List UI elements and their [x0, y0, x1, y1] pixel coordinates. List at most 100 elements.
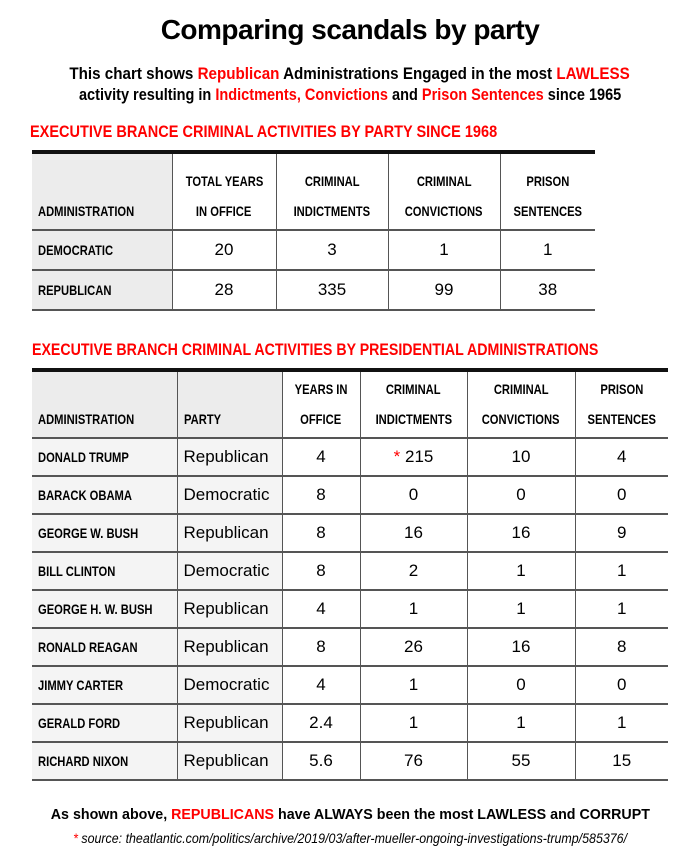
subtitle-line-1-content: This chart shows Republican Administrati… — [70, 64, 630, 84]
table-cell: 1 — [359, 703, 467, 742]
column-header-text: CRIMINAL — [493, 381, 549, 397]
table-cell: 26 — [359, 627, 467, 666]
column-header-line — [38, 166, 172, 196]
table-row: REPUBLICAN 28 335 99 38 — [32, 269, 595, 310]
column-header-line: CRIMINAL — [389, 166, 500, 196]
column-header-line: ADMINISTRATION — [38, 404, 177, 434]
party-cell: Democratic — [176, 475, 282, 514]
table-cell: 1 — [574, 551, 668, 590]
table-cell: 1 — [359, 589, 467, 628]
row-label-text: BILL CLINTON — [38, 563, 116, 579]
party-cell: Republican — [176, 513, 282, 552]
table-cell: 8 — [281, 627, 360, 666]
column-header: PARTY — [176, 370, 282, 438]
table-cell: 0 — [466, 475, 575, 514]
table-row: JIMMY CARTER Democratic 4 1 0 0 — [32, 665, 668, 704]
table-cell: 4 — [574, 437, 668, 476]
column-header-text — [38, 166, 41, 196]
table-cell: 0 — [466, 665, 575, 704]
table-cell: 1 — [359, 665, 467, 704]
table-cell: 5.6 — [281, 741, 360, 780]
column-header-text: YEARS IN — [294, 381, 348, 397]
row-label-text: REPUBLICAN — [38, 282, 112, 298]
table-row: RONALD REAGAN Republican 8 26 16 8 — [32, 627, 668, 666]
column-header-text: PRISON — [600, 381, 644, 397]
row-label: GEORGE H. W. BUSH — [32, 589, 177, 628]
header-row: ADMINISTRATION TOTAL YEARS IN OFFICE CRIMIN… — [32, 152, 595, 230]
conclusion-text: have ALWAYS been the most LAWLESS and CO… — [273, 806, 650, 823]
row-label-text: GEORGE W. BUSH — [38, 525, 139, 541]
subtitle-highlight: LAWLESS — [556, 65, 631, 83]
column-header-line — [184, 374, 282, 404]
table-row: RICHARD NIXON Republican 5.6 76 55 15 — [32, 741, 668, 780]
column-header-text: ADMINISTRATION — [38, 411, 135, 427]
table-cell: 1 — [466, 551, 575, 590]
column-header: CRIMINAL INDICTMENTS — [275, 152, 388, 230]
source-note: * source: theatlantic.com/politics/archi… — [0, 831, 700, 846]
column-header-line: CRIMINAL — [361, 374, 467, 404]
table-cell: 8 — [281, 513, 360, 552]
row-label-text: DEMOCRATIC — [38, 242, 114, 258]
column-header-line: INDICTMENTS — [361, 404, 467, 434]
table-cell: 1 — [499, 229, 595, 270]
column-header-text: TOTAL YEARS — [185, 173, 263, 189]
row-label-text: DONALD TRUMP — [38, 449, 129, 465]
row-label: BARACK OBAMA — [32, 475, 177, 514]
table-cell: 2.4 — [281, 703, 360, 742]
conclusion-text: As shown above, — [50, 806, 171, 823]
party-table-title-wrap: EXECUTIVE BRANCE CRIMINAL ACTIVITIES BY … — [30, 122, 561, 142]
subtitle-line-2: activity resulting in Indictments, Convi… — [0, 85, 700, 105]
column-header-text: INDICTMENTS — [375, 411, 452, 427]
subtitle-line-1: This chart shows Republican Administrati… — [0, 64, 700, 84]
column-header-text: OFFICE — [300, 411, 342, 427]
column-header: ADMINISTRATION — [32, 152, 172, 230]
table-row: BILL CLINTON Democratic 8 2 1 1 — [32, 551, 668, 590]
column-header: PRISON SENTENCES — [499, 152, 596, 230]
table-cell: 16 — [466, 627, 575, 666]
conclusion: As shown above, REPUBLICANS have ALWAYS … — [0, 806, 700, 823]
table-cell: 8 — [281, 475, 360, 514]
table-row: DEMOCRATIC 20 3 1 1 — [32, 229, 595, 270]
table-cell: 335 — [275, 269, 388, 310]
column-header: CRIMINAL CONVICTIONS — [466, 370, 575, 438]
subtitle-line-2-content: activity resulting in Indictments, Convi… — [79, 85, 621, 105]
header-row: ADMINISTRATION PARTY YEARS IN OFFICE CRIMIN… — [32, 370, 668, 438]
table-cell: 76 — [359, 741, 467, 780]
table-cell: 4 — [281, 437, 360, 476]
column-header-line: TOTAL YEARS — [173, 166, 276, 196]
column-header: TOTAL YEARS IN OFFICE — [171, 152, 276, 230]
row-label: DONALD TRUMP — [32, 437, 177, 476]
subtitle-text: This chart shows — [69, 65, 199, 83]
table-cell: 9 — [574, 513, 668, 552]
administration-table-title-wrap: EXECUTIVE BRANCH CRIMINAL ACTIVITIES BY … — [32, 340, 691, 360]
row-label: RONALD REAGAN — [32, 627, 177, 666]
column-header-text: CRIMINAL — [304, 173, 360, 189]
column-header-text: INDICTMENTS — [293, 203, 371, 219]
table-cell: 55 — [466, 741, 575, 780]
table-cell: 1 — [574, 589, 668, 628]
column-header: ADMINISTRATION — [32, 370, 177, 438]
row-label: RICHARD NIXON — [32, 741, 177, 780]
subtitle-text: since 1965 — [543, 86, 622, 104]
table-cell: 16 — [359, 513, 467, 552]
row-label: GERALD FORD — [32, 703, 177, 742]
party-cell: Republican — [176, 437, 282, 476]
column-header-line: SENTENCES — [501, 196, 596, 226]
table-cell: 2 — [359, 551, 467, 590]
column-header-line: OFFICE — [283, 404, 360, 434]
column-header: CRIMINAL CONVICTIONS — [387, 152, 500, 230]
column-header-text: PRISON — [526, 173, 570, 189]
column-header-line: CONVICTIONS — [389, 196, 500, 226]
column-header: CRIMINAL INDICTMENTS — [359, 370, 467, 438]
row-label: BILL CLINTON — [32, 551, 177, 590]
subtitle-text: Administrations Engaged in the most — [279, 65, 557, 83]
column-header-line: PARTY — [184, 404, 282, 434]
column-header-text: PARTY — [183, 411, 221, 427]
source-text: source: theatlantic.com/politics/archive… — [81, 831, 627, 846]
source-content: * source: theatlantic.com/politics/archi… — [73, 831, 627, 846]
table-row: GEORGE H. W. BUSH Republican 4 1 1 1 — [32, 589, 668, 628]
row-label-text: RONALD REAGAN — [38, 639, 138, 655]
column-header-text: SENTENCES — [587, 411, 656, 427]
party-cell: Republican — [176, 703, 282, 742]
